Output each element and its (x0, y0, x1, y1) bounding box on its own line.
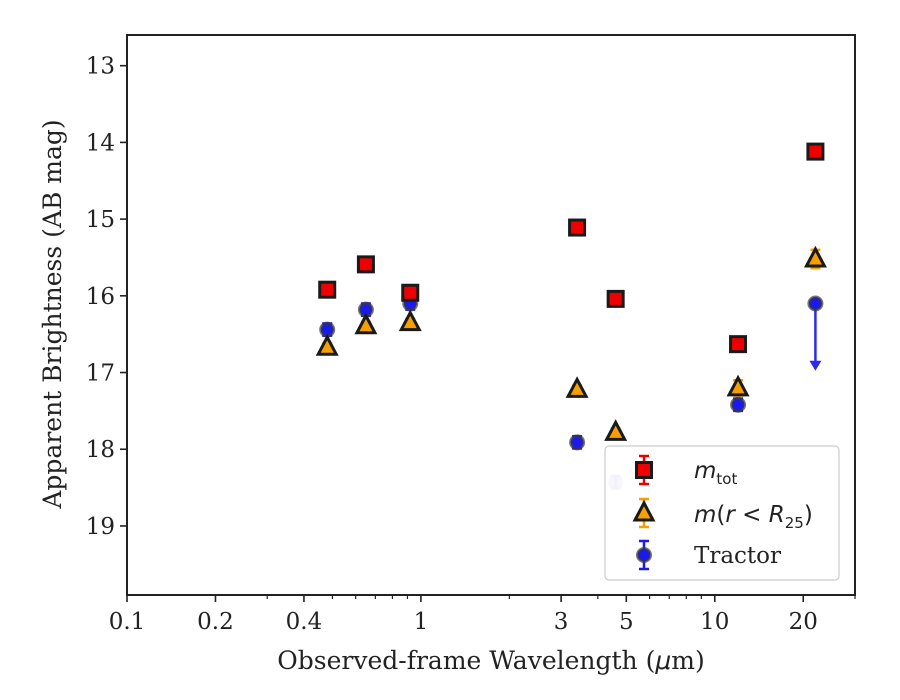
mtot-point (806, 142, 825, 161)
legend-marker-mtot (635, 454, 653, 486)
y-tick-label: 16 (86, 284, 115, 310)
legend-markers (632, 454, 656, 571)
mtot-point (356, 255, 375, 274)
legend-mr25-r: r (725, 502, 736, 528)
legend-mr25-close: ) (804, 502, 813, 528)
legend-label-tractor: Tractor (694, 543, 781, 569)
mtot-point (568, 218, 587, 237)
x-tick-label: 1 (414, 609, 429, 635)
series-mr25 (315, 245, 827, 441)
legend-marker-mr25 (632, 497, 656, 529)
legend-marker-tractor (636, 539, 652, 571)
legend-mtot-symbol: m (694, 458, 716, 484)
legend-box (604, 445, 840, 581)
legend-label-mtot: mtot (694, 458, 737, 488)
x-axis-label-mu: μ (654, 646, 671, 675)
mtot-point (318, 280, 337, 299)
legend-symbol-mtot (635, 461, 653, 479)
legend-symbol-tractor (636, 547, 652, 563)
x-tick-label: 3 (554, 609, 569, 635)
legend-mr25-open: ( (716, 502, 725, 528)
tractor-point (730, 396, 747, 413)
data-marks (315, 142, 827, 491)
y-tick-label: 14 (86, 130, 115, 156)
mr25-point (315, 334, 339, 356)
y-tick-label: 17 (86, 361, 115, 387)
legend-mr25-R: R (769, 502, 785, 528)
x-tick-label: 5 (619, 609, 634, 635)
mtot-point (606, 289, 625, 308)
x-tick-label: 0.4 (286, 609, 323, 635)
y-tick-label: 18 (86, 437, 115, 463)
x-tick-label: 0.2 (197, 609, 234, 635)
legend-mtot-sub: tot (716, 470, 737, 488)
x-axis-label: Observed-frame Wavelength (μm) (277, 646, 704, 675)
x-tick-label: 20 (789, 609, 818, 635)
mr25-point (398, 309, 422, 332)
y-axis-label: Apparent Brightness (AB mag) (38, 119, 67, 509)
mr25-point (726, 374, 750, 397)
legend-mr25-sub: 25 (785, 514, 804, 532)
mtot-point (401, 283, 420, 302)
legend-label-mr25: m(r < R25) (694, 502, 813, 532)
upper-limit-arrowhead (809, 360, 822, 371)
mr25-point (354, 312, 378, 335)
plot-frame (126, 34, 856, 596)
y-tick-label: 19 (86, 514, 115, 540)
y-tick-label: 13 (86, 54, 115, 80)
x-axis-label-pre: Observed-frame Wavelength ( (277, 646, 655, 675)
mtot-point (729, 335, 748, 354)
x-tick-label: 10 (700, 609, 729, 635)
mr25-point (803, 245, 827, 268)
tractor-point (569, 434, 586, 451)
x-tick-label: 0.1 (109, 609, 146, 635)
tractor-point (807, 295, 824, 312)
x-axis-label-unit: m) (671, 646, 704, 675)
legend-mr25-lt: < (735, 502, 769, 528)
legend: mtot m(r < R25) Tractor (604, 445, 840, 581)
legend-symbol-mr25 (632, 499, 656, 522)
y-tick-label: 15 (86, 207, 115, 233)
mr25-point (565, 376, 589, 398)
legend-mr25-symbol: m (694, 502, 716, 528)
series-mtot (318, 142, 825, 354)
mr25-point (604, 419, 628, 441)
